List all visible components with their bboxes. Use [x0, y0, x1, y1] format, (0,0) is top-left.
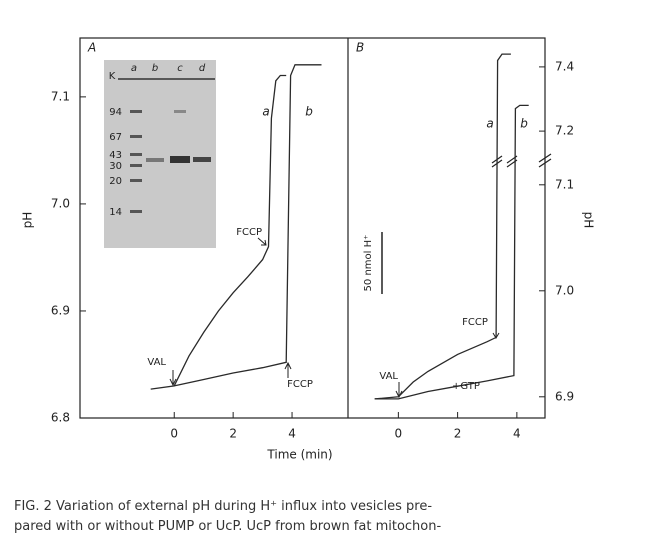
y-tick-label: 7.4	[555, 59, 574, 73]
gel-size-label: 94	[109, 107, 122, 118]
axis-break	[491, 153, 552, 168]
trace	[374, 104, 529, 400]
gel-lane-label: a	[131, 63, 137, 74]
trace-label: b	[520, 117, 528, 131]
x-tick-label: 2	[229, 427, 237, 441]
trace	[174, 64, 322, 387]
gel-lane-label: d	[199, 63, 206, 74]
y-tick-label: 7.0	[51, 196, 70, 210]
x-tick-label: 2	[454, 427, 462, 441]
panel-label: B	[356, 41, 364, 55]
y-tick-label: 7.1	[51, 89, 70, 103]
scale-bar-label: 50 nmol H⁺	[363, 235, 374, 292]
annotation-arrows	[169, 237, 500, 399]
y-axis-label: pH	[582, 212, 596, 229]
gel-inset	[104, 60, 216, 248]
gel-lane-label: b	[152, 63, 158, 74]
y-tick-label: 6.8	[51, 411, 70, 425]
gel-size-label: 30	[109, 161, 122, 172]
gel-size-label: 67	[109, 132, 122, 143]
annotation: VAL	[147, 357, 166, 368]
y-tick-label: 7.1	[555, 177, 574, 191]
annotation: FCCP	[462, 317, 488, 328]
x-tick-label: 0	[395, 427, 403, 441]
trace-label: a	[486, 117, 493, 131]
panel-label: A	[87, 41, 96, 55]
trace	[374, 53, 511, 400]
annotation: FCCP	[287, 379, 313, 390]
y-tick-label: 6.9	[51, 303, 70, 317]
annotation: +GTP	[452, 381, 480, 392]
gel-size-label: 14	[109, 207, 122, 218]
x-tick-label: 4	[513, 427, 521, 441]
x-axis-label: Time (min)	[266, 448, 332, 462]
gel-bands	[130, 110, 211, 213]
x-tick-label: 4	[288, 427, 296, 441]
y-tick-label: 6.9	[555, 389, 574, 403]
gel-marker-label: K	[109, 71, 116, 82]
annotation: VAL	[379, 371, 398, 382]
gel-lane-label: c	[177, 63, 183, 74]
x-tick-label: 0	[170, 427, 178, 441]
caption-line: FIG. 2 Variation of external pH during H…	[14, 499, 432, 514]
y-tick-label: 7.0	[555, 283, 574, 297]
y-axis-label: pH	[21, 212, 35, 229]
gel-size-label: 43	[109, 150, 122, 161]
axes-frame	[79, 37, 546, 419]
gel-size-label: 20	[109, 176, 122, 187]
y-tick-label: 7.2	[555, 124, 574, 138]
trace	[150, 74, 287, 390]
trace-label: b	[305, 105, 313, 119]
caption-line: pared with or without PUMP or UcP. UcP f…	[14, 519, 441, 534]
annotation: FCCP	[236, 227, 262, 238]
trace-label: a	[262, 105, 269, 119]
